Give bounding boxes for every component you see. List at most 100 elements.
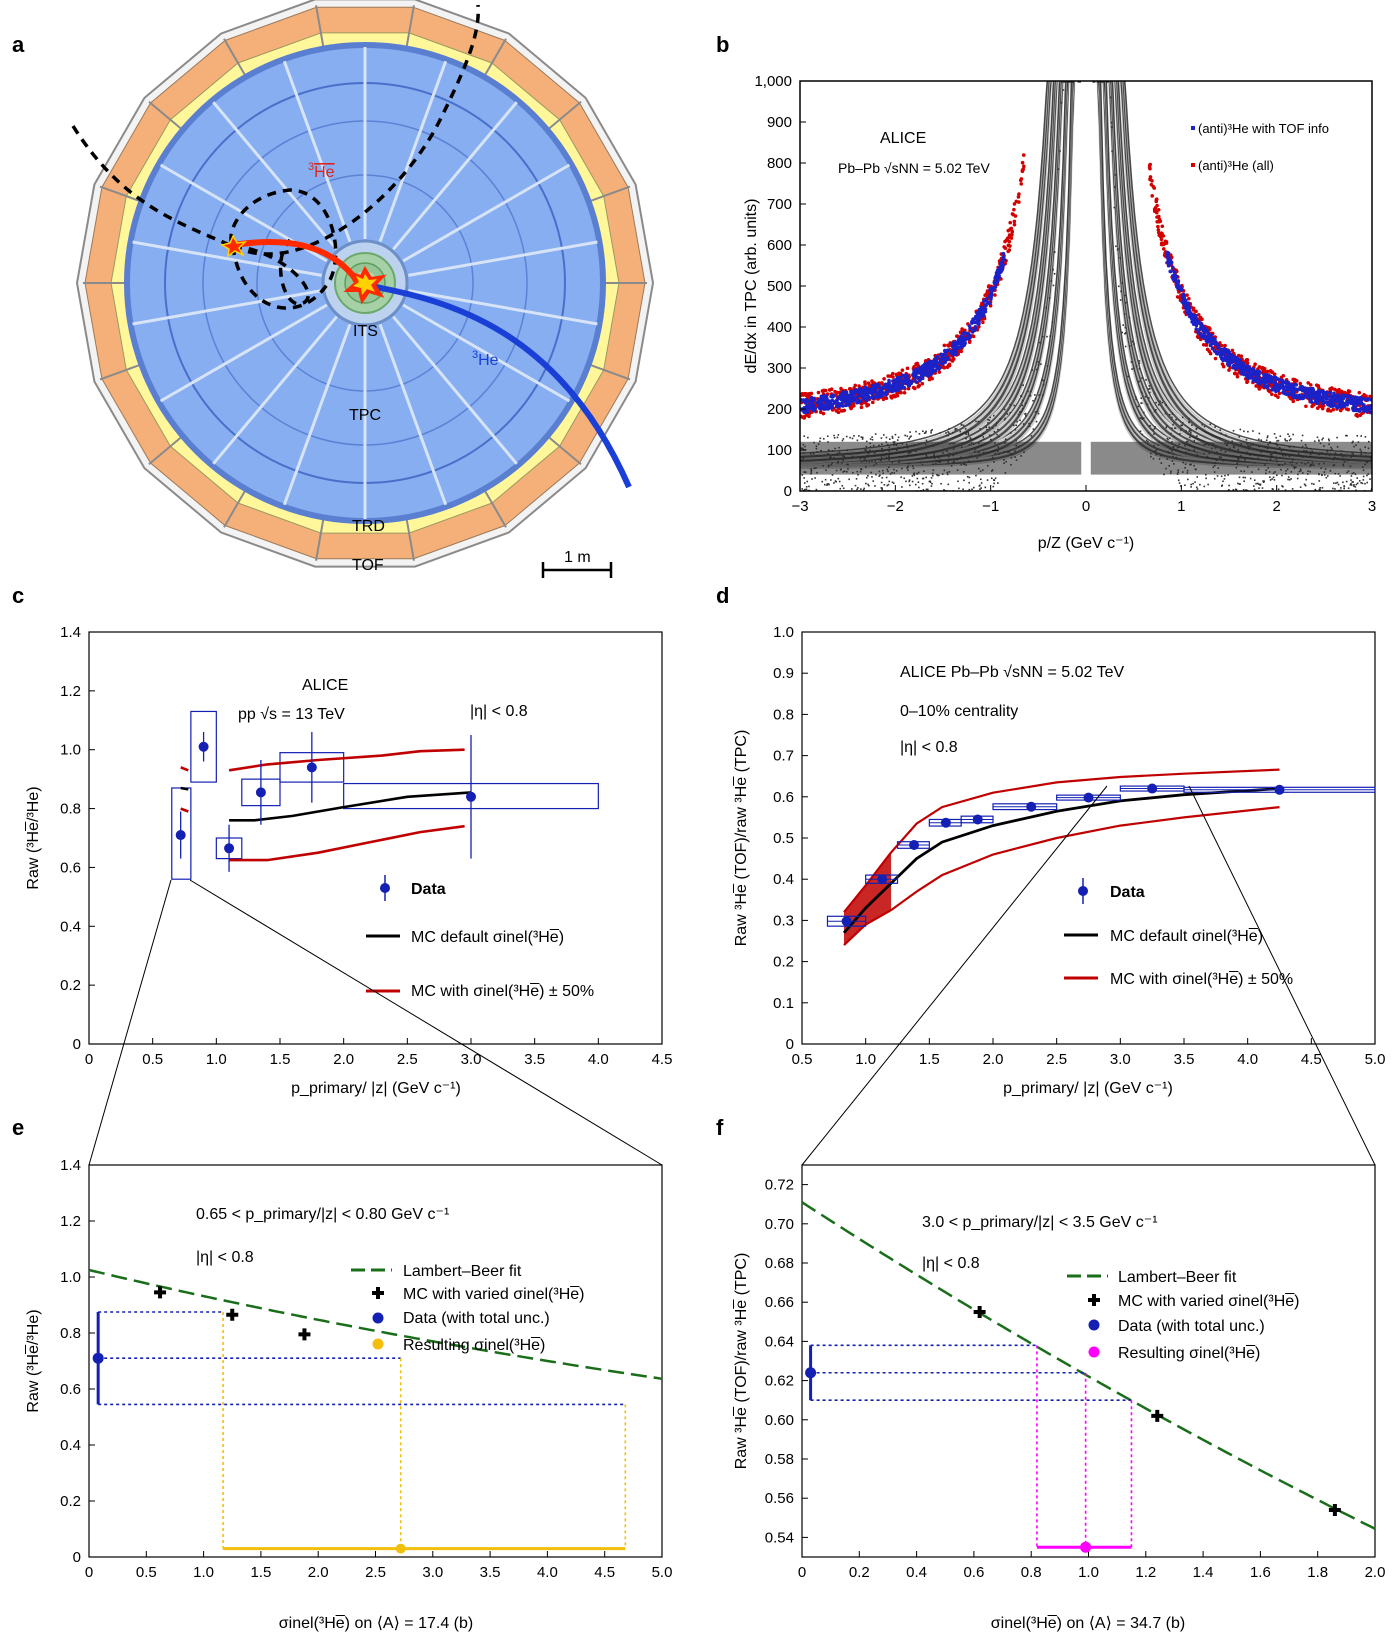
he3-tof-point [1220,349,1224,353]
track-dot [1266,439,1268,441]
track-dot [801,488,803,490]
track-dot [1034,394,1036,396]
track-dot [1313,483,1315,485]
track-dot [1043,384,1045,386]
track-dot [1171,427,1173,429]
track-dot [1111,151,1113,153]
he3-tof-point [1257,370,1261,374]
track-dot [1041,379,1043,381]
track-dot [1018,414,1020,416]
track-dot [1124,333,1126,335]
he3-all-point [1156,225,1160,229]
track-dot [1284,438,1286,440]
he3-all-point [1006,250,1010,254]
track-dot [918,481,920,483]
he3-tof-point [806,410,810,414]
track-dot [1155,402,1157,404]
track-dot [1287,433,1289,435]
track-dot [1343,488,1345,490]
track-dot [1027,391,1029,393]
track-dot [1327,475,1329,477]
track-dot [1136,365,1138,367]
track-dot [922,478,924,480]
track-dot [1290,478,1292,480]
he3-all-point [912,386,916,390]
track-dot [825,479,827,481]
track-dot [1332,488,1334,490]
scale-bar: 1 m [543,549,611,578]
x-tick-label: 0 [85,1051,93,1068]
he3-all-point [1153,209,1157,213]
track-dot [1152,429,1154,431]
he3-all-point [1187,297,1191,301]
he3-tof-point [977,308,981,312]
he3-tof-point [818,406,822,410]
track-dot [1125,295,1127,297]
he3-all-point [1162,247,1166,251]
data-point [842,916,852,926]
track-dot [1172,413,1174,415]
track-dot [960,431,962,433]
track-dot [993,479,995,481]
he3-tof-point [812,397,816,401]
track-dot [1170,433,1172,435]
track-dot [1025,402,1027,404]
y-tick-label: 100 [767,442,792,459]
he3-tof-point [1345,403,1349,407]
y-tick-label: 0.2 [60,1493,81,1510]
track-dot [1148,397,1150,399]
track-dot [947,435,949,437]
he3-tof-point [880,394,884,398]
he3-all-point [1298,382,1302,386]
he3-tof-point [985,297,989,301]
track-dot [1255,483,1257,485]
track-dot [826,484,828,486]
track-dot [803,477,805,479]
he3-tof-point [835,398,839,402]
track-dot [1276,440,1278,442]
mc-point [226,1309,238,1321]
track-dot [1053,285,1055,287]
track-dot [886,477,888,479]
track-dot [901,486,903,488]
he3-tof-point [962,332,966,336]
chart-d-title: ALICE Pb–Pb √sNN = 5.02 TeV [900,664,1124,681]
track-dot [1237,483,1239,485]
track-dot [938,475,940,477]
track-dot [1154,428,1156,430]
track-dot [980,487,982,489]
he3-tof-point [1314,397,1318,401]
track-dot [806,486,808,488]
track-dot [1274,433,1276,435]
he3-tof-point [973,321,977,325]
track-dot [1254,479,1256,481]
he3-all-point [993,293,997,297]
track-dot [1161,402,1163,404]
track-dot [1029,425,1031,427]
data-point [1084,793,1094,803]
legend-e-mc: MC with varied σinel(³He̅) [403,1285,584,1303]
track-dot [1149,392,1151,394]
track-dot [1318,480,1320,482]
track-dot [915,431,917,433]
track-dot [1154,426,1156,428]
track-dot [1269,476,1271,478]
track-dot [1272,489,1274,491]
track-dot [1143,417,1145,419]
track-dot [1366,482,1368,484]
track-dot [905,481,907,483]
x-tick-label: 4.5 [1301,1051,1322,1068]
track-dot [892,437,894,439]
legend-c-data: Data [411,881,446,898]
track-dot [1195,428,1197,430]
he3-tof-point [905,379,909,383]
track-dot [855,485,857,487]
track-dot [839,488,841,490]
legend-c: Data MC default σinel(³He̅) MC with σine… [366,875,594,1000]
he3-all-point [1008,221,1012,225]
he3-all-point [1316,384,1320,388]
he3-all-point [830,387,834,391]
he3-all-point [1221,362,1225,366]
he3-all-point [1014,214,1018,218]
track-dot [823,438,825,440]
